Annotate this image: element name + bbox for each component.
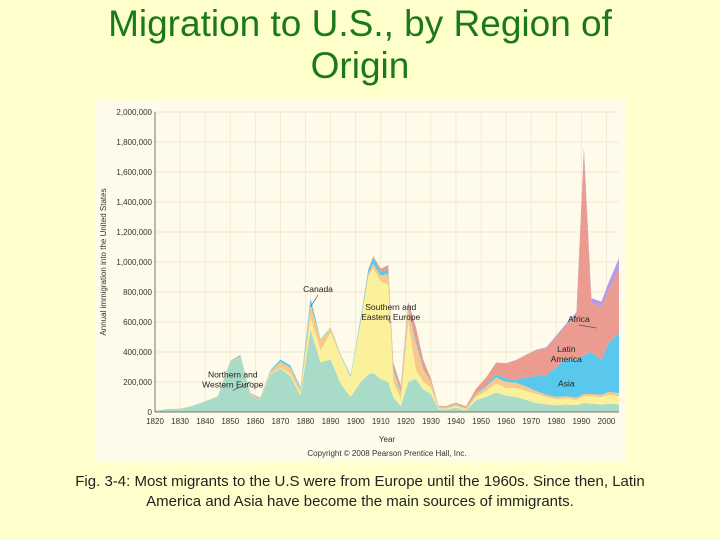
x-tick-label: 1960 — [497, 417, 515, 426]
caption-line1: Fig. 3-4: Most migrants to the U.S were … — [75, 473, 645, 490]
annotation: Asia — [558, 379, 575, 389]
slide-title: Migration to U.S., by Region of Origin — [0, 3, 720, 87]
x-tick-label: 1820 — [146, 417, 164, 426]
x-tick-label: 1910 — [372, 417, 390, 426]
x-tick-label: 1930 — [422, 417, 440, 426]
y-tick-label: 1,400,000 — [116, 198, 152, 207]
y-tick-label: 1,000,000 — [116, 258, 152, 267]
annotation: Africa — [568, 314, 597, 329]
annotation-label: Eastern Europe — [361, 312, 420, 322]
y-axis-label: Annual immigration into the United State… — [99, 188, 108, 335]
annotation-label: Northern and — [208, 370, 258, 380]
y-tick-label: 400,000 — [123, 348, 152, 357]
annotation-label: America — [551, 354, 582, 364]
caption-line2: America and Asia have become the main so… — [146, 493, 574, 510]
annotation-label: Asia — [558, 379, 575, 389]
x-tick-label: 1880 — [297, 417, 315, 426]
immigration-chart: 0 200,000 400,000 600,000 800,000 1,000,000 1,… — [95, 100, 625, 462]
annotation-leader-line — [310, 294, 319, 308]
x-tick-label: 1840 — [196, 417, 214, 426]
x-tick-label: 1940 — [447, 417, 465, 426]
annotation-label: Western Europe — [202, 380, 264, 390]
y-tick-label: 2,000,000 — [116, 108, 152, 117]
slide-title-line2: Origin — [310, 45, 410, 86]
x-tick-label: 1870 — [272, 417, 290, 426]
x-tick-label: 1980 — [547, 417, 565, 426]
area-series-southern-and-eastern-europe — [155, 268, 619, 411]
area-series-northern-and-western-europe — [155, 329, 619, 412]
y-tick-label: 600,000 — [123, 318, 152, 327]
x-tick-label: 1950 — [472, 417, 490, 426]
x-tick-label: 1860 — [246, 417, 264, 426]
annotation-leader-line — [232, 381, 251, 391]
x-tick-label: 1890 — [322, 417, 340, 426]
annotation-leader-line — [578, 324, 597, 329]
y-tick-label: 0 — [148, 408, 153, 417]
y-tick-label: 1,600,000 — [116, 168, 152, 177]
y-tick-label: 1,200,000 — [116, 228, 152, 237]
figure-caption: Fig. 3-4: Most migrants to the U.S were … — [20, 472, 700, 512]
x-tick-label: 1900 — [347, 417, 365, 426]
x-tick-label: 1830 — [171, 417, 189, 426]
y-tick-label: 800,000 — [123, 288, 152, 297]
immigration-area-chart: 0 200,000 400,000 600,000 800,000 1,000,000 1,… — [99, 108, 619, 458]
slide-title-line1: Migration to U.S., by Region of — [108, 3, 612, 44]
copyright-text: Copyright © 2008 Pearson Prentice Hall, … — [307, 449, 466, 458]
x-tick-label: 1990 — [572, 417, 590, 426]
annotation-label: Canada — [303, 284, 333, 294]
x-tick-label: 2000 — [598, 417, 616, 426]
y-tick-label: 200,000 — [123, 378, 152, 387]
x-tick-label: 1850 — [221, 417, 239, 426]
annotation: Canada — [303, 284, 333, 308]
annotation-label: Latin — [557, 344, 576, 354]
area-series-asia — [155, 257, 619, 411]
annotation-leader-line — [385, 315, 392, 324]
y-tick-label: 1,800,000 — [116, 138, 152, 147]
x-axis-label: Year — [379, 435, 396, 444]
x-tick-label: 1920 — [397, 417, 415, 426]
x-tick-label: 1970 — [522, 417, 540, 426]
annotation-label: Africa — [568, 314, 590, 324]
annotation-label: Southern and — [365, 302, 416, 312]
